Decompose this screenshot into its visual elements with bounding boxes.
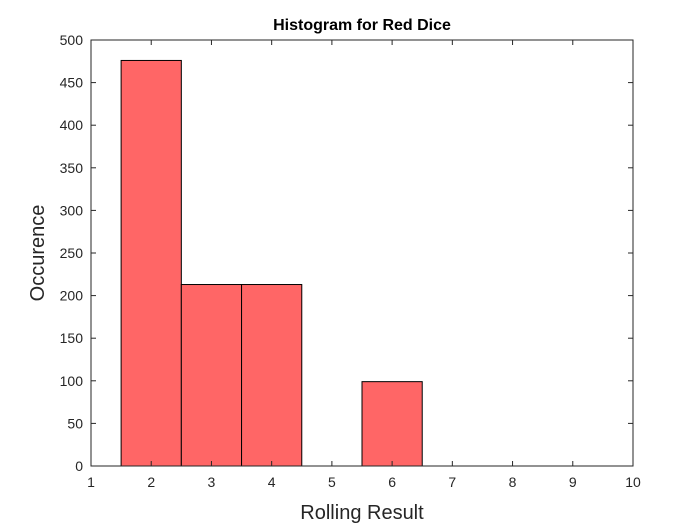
ticks-layer: 1 2 3 4 5 6 7 8 9 1005010015020025030035040045050… [60,32,641,490]
y-tick-label-400: 400 [60,117,84,133]
x-axis-title: Rolling Result [300,502,424,524]
histogram-bar-6 [361,381,423,467]
x-tick-label-3: 3 [208,474,216,490]
x-tick-label-4: 4 [268,474,276,490]
x-tick-label-2: 2 [147,474,155,490]
y-tick-label-250: 250 [60,245,84,261]
histogram-bar-3 [180,284,243,467]
y-tick-label-50: 50 [67,415,83,431]
x-tick-label-7: 7 [448,474,456,490]
histogram-bar-2 [120,59,182,467]
x-tick-label-5: 5 [328,474,336,490]
y-tick-label-350: 350 [60,160,84,176]
y-tick-label-0: 0 [75,458,83,474]
x-tick-label-8: 8 [509,474,517,490]
x-tick-label-9: 9 [569,474,577,490]
y-tick-label-450: 450 [60,75,84,91]
bars-layer [120,59,423,467]
y-tick-label-200: 200 [60,288,84,304]
y-tick-label-100: 100 [60,373,84,389]
y-tick-label-500: 500 [60,32,84,48]
x-tick-label-6: 6 [388,474,396,490]
chart-title: Histogram for Red Dice [273,17,451,34]
x-tick-label-10: 10 [625,474,641,490]
y-tick-label-300: 300 [60,202,84,218]
y-axis-title: Occurence [27,205,49,302]
histogram-bar-4 [241,284,303,467]
y-tick-label-150: 150 [60,330,84,346]
x-tick-label-1: 1 [87,474,95,490]
